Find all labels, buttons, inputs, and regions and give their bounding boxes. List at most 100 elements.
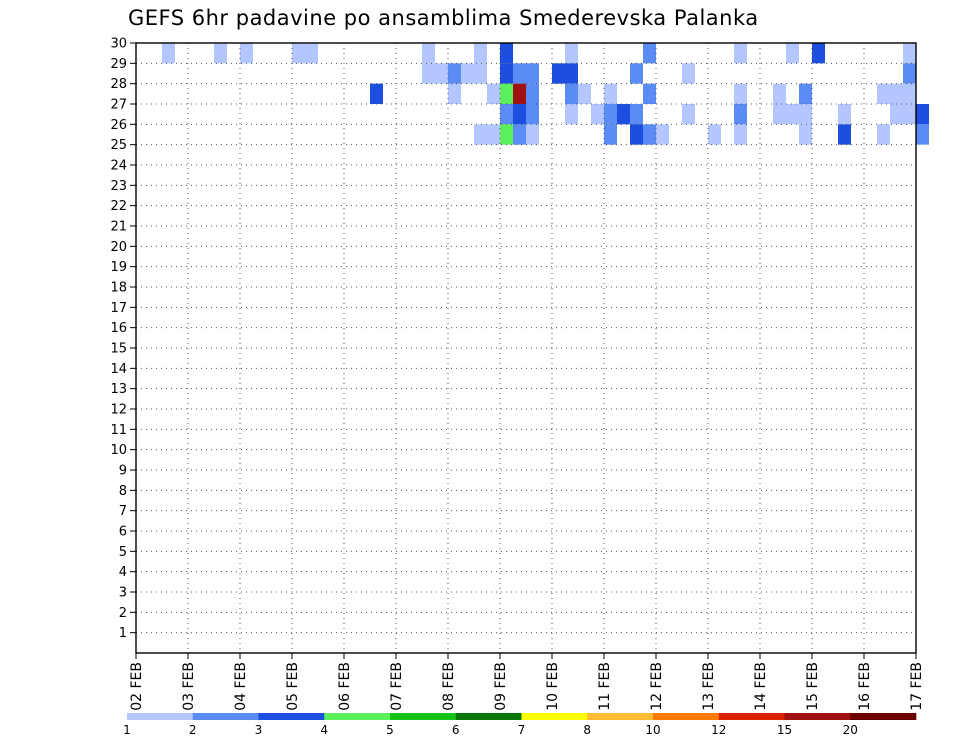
heatmap-cell: [617, 104, 630, 125]
heatmap-cell: [500, 124, 513, 145]
heatmap-cell: [604, 104, 617, 125]
colorbar-legend: 1 2 3 4 5 6 7 8 10 12 15 20: [123, 713, 917, 737]
heatmap-cell: [487, 83, 500, 104]
heatmap-cell: [162, 43, 175, 64]
heatmap-cell: [435, 63, 448, 84]
y-tick-label: 27: [110, 98, 127, 113]
x-axis-ticks: 02 FEB 03 FEB 04 FEB 05 FEB 06 FEB 07 FEB 08 F…: [129, 653, 925, 711]
heatmap-cell: [526, 63, 539, 84]
y-tick-label: 24: [110, 159, 127, 174]
heatmap-cell: [903, 83, 916, 104]
heatmap-cell: [799, 104, 812, 125]
heatmap-cell: [877, 124, 890, 145]
heatmap-cell: [526, 124, 539, 145]
heatmap-cell: [552, 63, 565, 84]
colorbar-label: 8: [583, 723, 591, 737]
y-tick-label: 21: [110, 220, 127, 235]
y-tick-label: 25: [110, 138, 127, 153]
heatmap-cell: [591, 104, 604, 125]
y-tick-label: 23: [110, 179, 127, 194]
heatmap-cell: [526, 104, 539, 125]
y-tick-label: 6: [119, 525, 127, 540]
chart-title: GEFS 6hr padavine po ansamblima Smederev…: [128, 6, 759, 30]
heatmap-cells: [162, 43, 929, 145]
heatmap-cell: [370, 83, 383, 104]
colorbar-swatch: [850, 713, 917, 720]
heatmap-cell: [461, 63, 474, 84]
heatmap-cell: [708, 124, 721, 145]
heatmap-cell: [474, 63, 487, 84]
heatmap-cell: [630, 104, 643, 125]
heatmap-cell: [838, 124, 851, 145]
colorbar-swatch: [653, 713, 720, 720]
colorbar-label: 12: [711, 723, 726, 737]
heatmap-cell: [890, 83, 903, 104]
heatmap-cell: [903, 43, 916, 64]
colorbar-label: 2: [189, 723, 197, 737]
heatmap-cell: [500, 104, 513, 125]
y-tick-label: 8: [119, 484, 127, 499]
y-tick-label: 5: [119, 545, 127, 560]
heatmap-cell: [513, 104, 526, 125]
colorbar-swatch: [192, 713, 259, 720]
colorbar-swatch: [521, 713, 588, 720]
heatmap-cell: [240, 43, 253, 64]
colorbar-label: 15: [777, 723, 792, 737]
heatmap-cell: [682, 104, 695, 125]
y-tick-label: 19: [110, 260, 127, 275]
x-tick-label: 09 FEB: [493, 662, 509, 711]
y-tick-label: 12: [110, 403, 127, 418]
heatmap-cell: [422, 63, 435, 84]
x-tick-label: 15 FEB: [805, 662, 821, 711]
x-tick-label: 14 FEB: [753, 662, 769, 711]
heatmap-cell: [513, 63, 526, 84]
y-tick-label: 13: [110, 382, 127, 397]
heatmap-cell: [916, 104, 929, 125]
grid-lines: [136, 43, 916, 653]
heatmap-cell: [565, 83, 578, 104]
colorbar-label: 4: [320, 723, 328, 737]
y-tick-label: 30: [110, 37, 127, 52]
heatmap-cell: [773, 104, 786, 125]
heatmap-cell: [448, 83, 461, 104]
heatmap-cell: [903, 104, 916, 125]
y-tick-label: 16: [110, 321, 127, 336]
heatmap-cell: [630, 63, 643, 84]
colorbar-label: 5: [386, 723, 394, 737]
y-tick-label: 14: [110, 362, 127, 377]
heatmap-cell: [500, 83, 513, 104]
colorbar-label: 6: [452, 723, 460, 737]
heatmap-cell: [903, 63, 916, 84]
heatmap-cell: [786, 43, 799, 64]
heatmap-cell: [630, 124, 643, 145]
x-tick-label: 03 FEB: [181, 662, 197, 711]
y-tick-label: 10: [110, 443, 127, 458]
heatmap-cell: [643, 43, 656, 64]
heatmap-cell: [565, 63, 578, 84]
y-tick-label: 1: [119, 626, 127, 641]
colorbar-swatch: [455, 713, 522, 720]
heatmap-cell: [422, 43, 435, 64]
x-tick-label: 10 FEB: [545, 662, 561, 711]
x-tick-label: 07 FEB: [389, 662, 405, 711]
y-tick-label: 20: [110, 240, 127, 255]
heatmap-cell: [916, 124, 929, 145]
heatmap-cell: [812, 43, 825, 64]
x-tick-label: 17 FEB: [909, 662, 925, 711]
y-tick-label: 17: [110, 301, 127, 316]
heatmap-cell: [292, 43, 305, 64]
heatmap-cell: [656, 124, 669, 145]
heatmap-cell: [604, 83, 617, 104]
colorbar-label: 1: [123, 723, 131, 737]
y-tick-label: 2: [119, 606, 127, 621]
heatmap-cell: [565, 104, 578, 125]
heatmap-cell: [305, 43, 318, 64]
x-tick-label: 16 FEB: [857, 662, 873, 711]
heatmap-cell: [214, 43, 227, 64]
y-tick-label: 28: [110, 77, 127, 92]
colorbar-swatch: [784, 713, 851, 720]
colorbar-label: 7: [518, 723, 526, 737]
colorbar-label: 20: [843, 723, 858, 737]
heatmap-cell: [877, 83, 890, 104]
